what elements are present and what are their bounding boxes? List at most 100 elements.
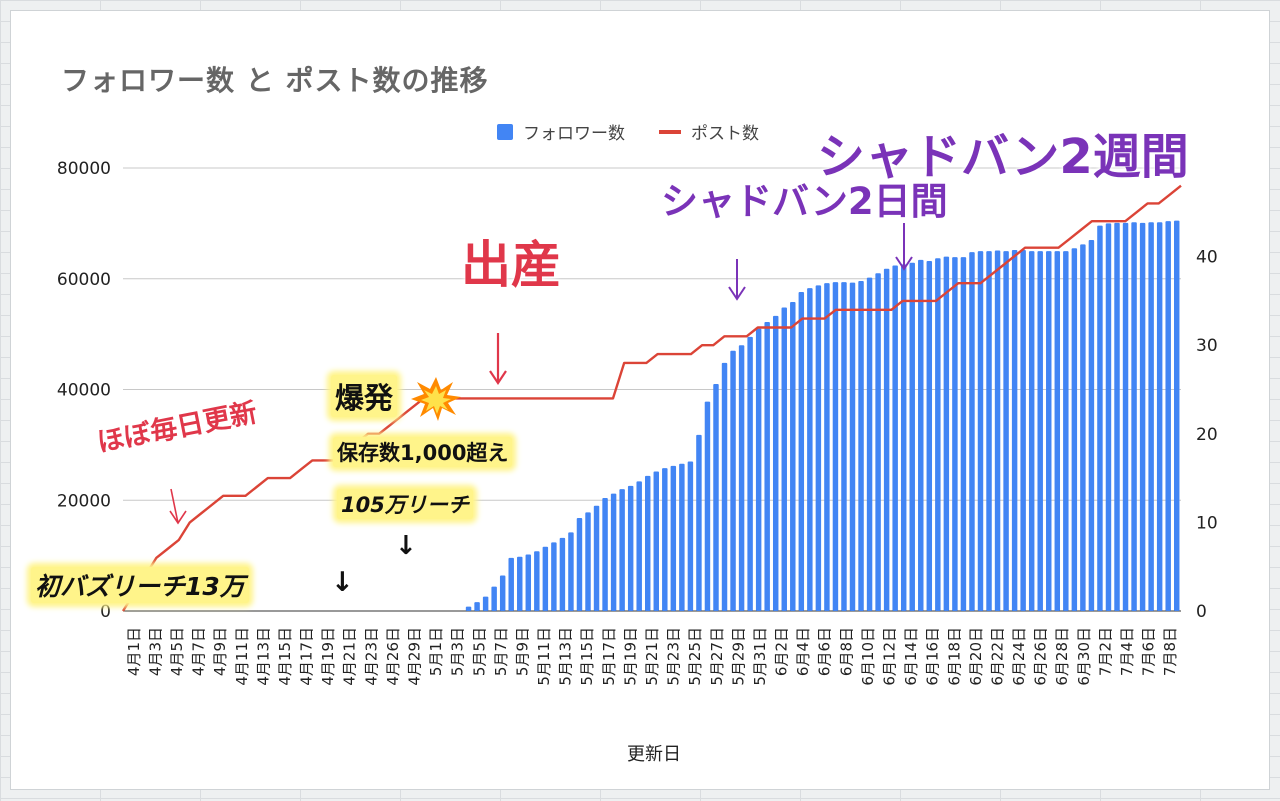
follower-bar xyxy=(875,273,881,611)
follower-bar xyxy=(858,280,864,611)
x-tick-label: 6月2日 xyxy=(773,627,791,676)
x-tick-label: 4月26日 xyxy=(384,627,402,686)
arrow-reach-1050k: ↓ xyxy=(395,531,417,561)
x-tick-label: 7月8日 xyxy=(1161,627,1179,676)
x-tick-label: 6月4日 xyxy=(794,627,812,676)
follower-bar xyxy=(1028,251,1035,611)
x-tick-label: 6月8日 xyxy=(837,627,855,676)
follower-bar xyxy=(772,315,779,611)
follower-bar xyxy=(730,350,736,611)
x-tick-label: 6月22日 xyxy=(989,627,1007,686)
y-right-tick-label: 0 xyxy=(1196,602,1207,622)
follower-bar xyxy=(738,345,745,611)
annotation-shadowban-2weeks: シャドバン2週間 xyxy=(817,129,1189,185)
follower-bar xyxy=(952,257,958,611)
follower-bar xyxy=(551,542,557,611)
follower-bar xyxy=(1156,222,1163,611)
legend-swatch-posts xyxy=(659,129,681,134)
follower-bar xyxy=(866,277,873,611)
follower-bar xyxy=(1037,251,1043,611)
annotation-reach-1050k: 105万リーチ xyxy=(337,489,473,519)
follower-bar xyxy=(1003,251,1009,611)
y-right-tick-label: 30 xyxy=(1196,336,1218,356)
x-tick-label: 4月23日 xyxy=(362,627,380,686)
follower-bar xyxy=(1122,222,1129,612)
follower-bar xyxy=(1114,222,1120,612)
follower-bar xyxy=(593,505,600,611)
x-tick-label: 6月18日 xyxy=(945,627,963,686)
legend-label-posts: ポスト数 xyxy=(691,124,759,144)
follower-bar xyxy=(645,475,651,611)
follower-bar xyxy=(1148,222,1154,611)
x-tick-label: 6月28日 xyxy=(1053,627,1071,686)
follower-bar xyxy=(662,468,668,611)
posts-line xyxy=(121,184,1182,612)
follower-bar xyxy=(883,268,890,611)
y-left-tick-label: 40000 xyxy=(57,381,111,401)
follower-bar xyxy=(585,512,591,611)
legend-swatch-followers xyxy=(497,123,513,140)
x-tick-label: 5月31日 xyxy=(751,627,769,686)
x-tick-label: 6月16日 xyxy=(924,627,942,686)
annotation-saves-over-1000: 保存数1,000超え xyxy=(333,437,513,467)
follower-bar xyxy=(1080,244,1086,612)
follower-bar xyxy=(1020,249,1026,611)
follower-bar xyxy=(499,575,506,611)
follower-bar xyxy=(704,401,711,611)
follower-bar xyxy=(1054,251,1061,611)
follower-bar xyxy=(1105,223,1112,611)
follower-bar xyxy=(1063,251,1069,611)
arrow-birth-head xyxy=(489,370,507,385)
arrow-almost-daily-head xyxy=(169,510,187,525)
follower-bar xyxy=(926,261,933,611)
follower-bar xyxy=(517,556,523,611)
y-right-tick-label: 10 xyxy=(1196,513,1218,533)
follower-bar xyxy=(568,532,574,611)
x-tick-label: 6月10日 xyxy=(859,627,877,686)
follower-bar xyxy=(721,362,728,611)
follower-bar xyxy=(900,264,907,611)
follower-bar xyxy=(602,498,608,611)
x-tick-label: 5月13日 xyxy=(557,627,575,686)
x-tick-label: 4月11日 xyxy=(233,627,251,686)
x-tick-label: 4月19日 xyxy=(319,627,337,686)
follower-bar xyxy=(508,557,514,611)
x-tick-label: 5月19日 xyxy=(621,627,639,686)
follower-bar xyxy=(1088,239,1095,612)
x-tick-label: 4月3日 xyxy=(146,627,164,676)
x-tick-label: 5月15日 xyxy=(578,627,596,686)
legend: フォロワー数 ポスト数 xyxy=(497,119,759,144)
x-tick-label: 5月21日 xyxy=(643,627,661,686)
x-tick-label: 5月7日 xyxy=(492,627,510,676)
x-tick-label: 7月2日 xyxy=(1096,627,1114,676)
follower-bar xyxy=(636,481,642,611)
follower-bar xyxy=(474,602,480,611)
follower-bar xyxy=(960,257,967,611)
arrow-almost-daily xyxy=(170,488,179,524)
arrow-first-buzz: ↓ xyxy=(331,567,354,598)
follower-bar xyxy=(542,546,549,611)
follower-bar xyxy=(755,328,762,611)
chart-card[interactable]: 0 20000 40000 60000 80000 0 10 20 30 40 4月1日 4月3日 4月… xyxy=(10,10,1270,790)
follower-bar xyxy=(969,252,975,612)
legend-label-followers: フォロワー数 xyxy=(523,124,625,144)
follower-bar xyxy=(653,471,659,611)
y-left-tick-label: 60000 xyxy=(57,270,111,290)
follower-bar xyxy=(1046,251,1052,611)
follower-bar xyxy=(576,517,583,611)
follower-bar xyxy=(849,282,856,611)
follower-bar xyxy=(1131,222,1137,611)
follower-bar xyxy=(1165,221,1171,611)
follower-bar xyxy=(943,256,950,611)
follower-bar xyxy=(841,282,847,611)
follower-bar xyxy=(559,537,566,611)
y-right-tick-label: 20 xyxy=(1196,425,1218,445)
follower-bar xyxy=(824,283,830,611)
x-tick-label: 6月26日 xyxy=(1032,627,1050,686)
x-tick-label: 5月29日 xyxy=(729,627,747,686)
follower-bar xyxy=(491,586,497,611)
follower-bar xyxy=(918,259,924,611)
follower-bar xyxy=(465,606,472,611)
x-tick-label: 4月5日 xyxy=(168,627,186,676)
follower-bar xyxy=(619,489,625,611)
